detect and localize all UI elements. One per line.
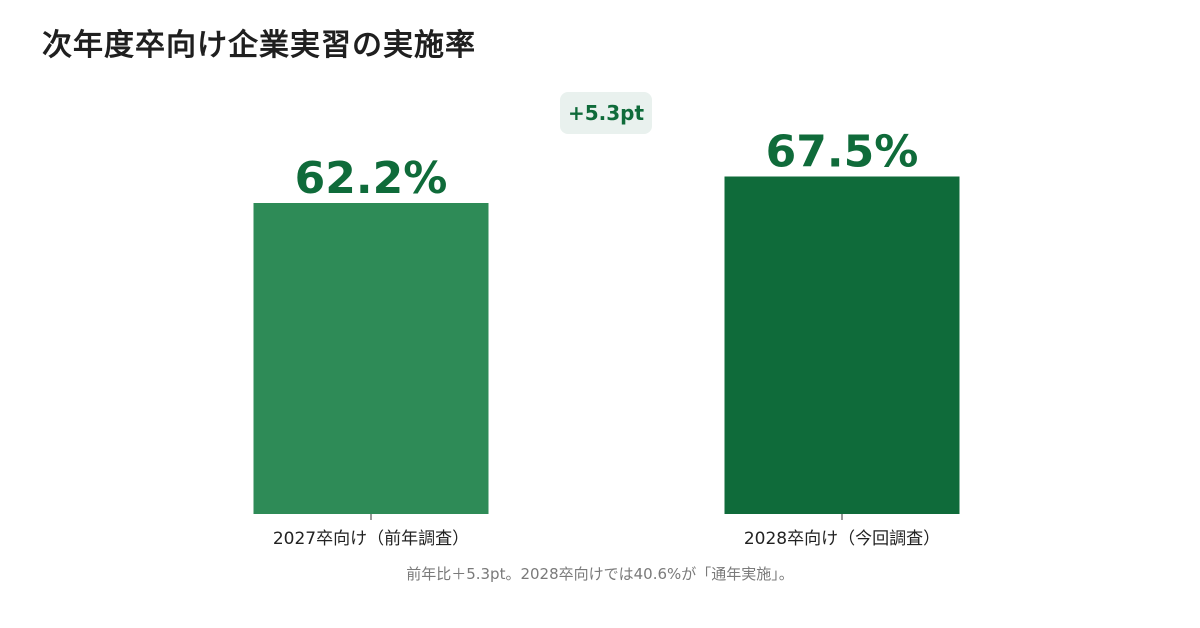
footnote: 前年比＋5.3pt。2028卒向けでは40.6%が「通年実施」。 <box>406 565 794 583</box>
value-label-1: 62.2% <box>295 153 448 204</box>
category-label-2: 2028卒向け（今回調査） <box>744 529 940 549</box>
bar-2 <box>724 176 960 514</box>
category-label-1: 2027卒向け（前年調査） <box>273 529 469 549</box>
value-label-2: 67.5% <box>766 127 919 178</box>
chart-title: 次年度卒向け企業実習の実施率 <box>42 28 476 63</box>
difference-badge: +5.3pt <box>560 92 652 134</box>
bar-1 <box>253 203 489 514</box>
